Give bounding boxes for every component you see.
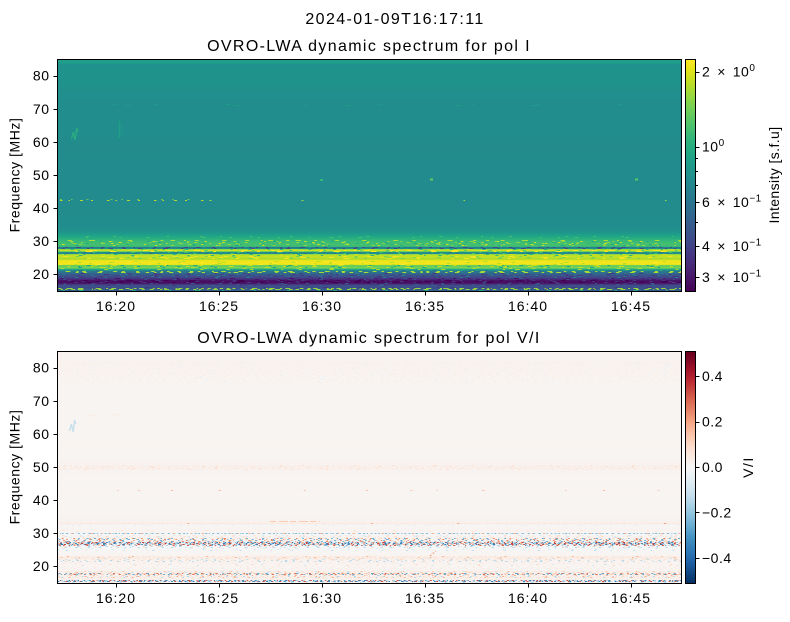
svg-text:16:45: 16:45	[611, 590, 651, 606]
svg-text:30: 30	[33, 233, 50, 249]
svg-text:16:35: 16:35	[405, 590, 445, 606]
svg-text:70: 70	[33, 393, 50, 409]
svg-text:−0.4: −0.4	[702, 550, 732, 566]
svg-text:16:35: 16:35	[405, 298, 445, 314]
svg-text:4 × 10−1: 4 × 10−1	[702, 237, 762, 254]
svg-text:60: 60	[33, 426, 50, 442]
svg-text:−0.2: −0.2	[702, 504, 732, 520]
svg-text:V/I: V/I	[740, 456, 756, 478]
svg-text:16:25: 16:25	[199, 590, 239, 606]
svg-text:16:20: 16:20	[96, 590, 136, 606]
svg-text:16:40: 16:40	[508, 590, 548, 606]
svg-text:20: 20	[33, 266, 50, 282]
svg-text:0.4: 0.4	[702, 368, 723, 384]
svg-text:Frequency [MHz]: Frequency [MHz]	[7, 410, 23, 525]
svg-text:80: 80	[33, 360, 50, 376]
svg-text:40: 40	[33, 200, 50, 216]
svg-text:16:30: 16:30	[302, 590, 342, 606]
svg-text:6 × 10−1: 6 × 10−1	[702, 194, 762, 211]
svg-text:16:25: 16:25	[199, 298, 239, 314]
svg-text:2024-01-09T16:17:11: 2024-01-09T16:17:11	[305, 11, 484, 28]
svg-text:30: 30	[33, 525, 50, 541]
svg-text:2 × 100: 2 × 100	[702, 63, 755, 80]
svg-text:16:30: 16:30	[302, 298, 342, 314]
svg-text:Frequency [MHz]: Frequency [MHz]	[7, 118, 23, 233]
svg-text:60: 60	[33, 134, 50, 150]
svg-text:0.0: 0.0	[702, 459, 723, 475]
svg-text:50: 50	[33, 459, 50, 475]
svg-text:70: 70	[33, 101, 50, 117]
svg-text:20: 20	[33, 558, 50, 574]
svg-text:16:20: 16:20	[96, 298, 136, 314]
svg-text:50: 50	[33, 167, 50, 183]
svg-text:OVRO-LWA dynamic spectrum for: OVRO-LWA dynamic spectrum for pol I	[207, 38, 531, 55]
svg-text:Intensity [s.f.u]: Intensity [s.f.u]	[766, 126, 782, 223]
svg-text:16:40: 16:40	[508, 298, 548, 314]
svg-text:0.2: 0.2	[702, 413, 723, 429]
svg-text:80: 80	[33, 68, 50, 84]
svg-text:40: 40	[33, 492, 50, 508]
svg-text:16:45: 16:45	[611, 298, 651, 314]
svg-text:OVRO-LWA dynamic spectrum for: OVRO-LWA dynamic spectrum for pol V/I	[197, 330, 540, 347]
svg-text:3 × 10−1: 3 × 10−1	[702, 269, 762, 286]
